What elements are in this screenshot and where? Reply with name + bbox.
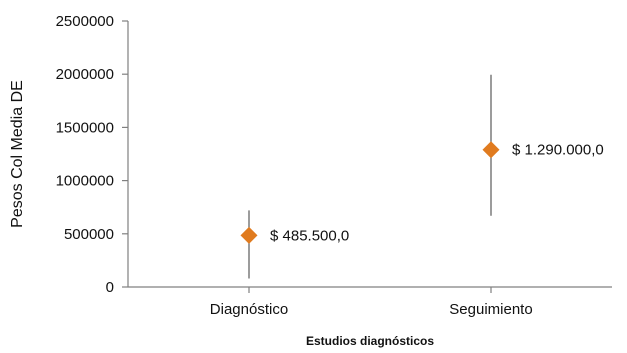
x-tick-label: Seguimiento xyxy=(449,301,532,318)
data-point-marker xyxy=(240,226,258,244)
y-tick-label: 2000000 xyxy=(56,66,114,83)
y-tick-label: 1000000 xyxy=(56,173,114,190)
chart-marks: $ 485.500,0 $ 1.290.000,0 xyxy=(240,74,604,279)
data-label: $ 1.290.000,0 xyxy=(512,142,604,159)
y-tick-label: 0 xyxy=(106,279,114,296)
x-axis-title: Estudios diagnósticos xyxy=(306,334,434,348)
y-tick-label: 500000 xyxy=(64,226,114,243)
data-label: $ 485.500,0 xyxy=(270,227,349,244)
x-tick-label: Diagnóstico xyxy=(210,301,288,318)
y-axis: 0 500000 1000000 1500000 2000000 2500000 xyxy=(56,13,129,296)
x-axis: Diagnóstico Seguimiento xyxy=(128,286,612,318)
y-tick-label: 1500000 xyxy=(56,119,114,136)
data-point-marker xyxy=(482,141,500,159)
y-axis-title: Pesos Col Media DE xyxy=(9,80,26,228)
y-tick-label: 2500000 xyxy=(56,13,114,30)
